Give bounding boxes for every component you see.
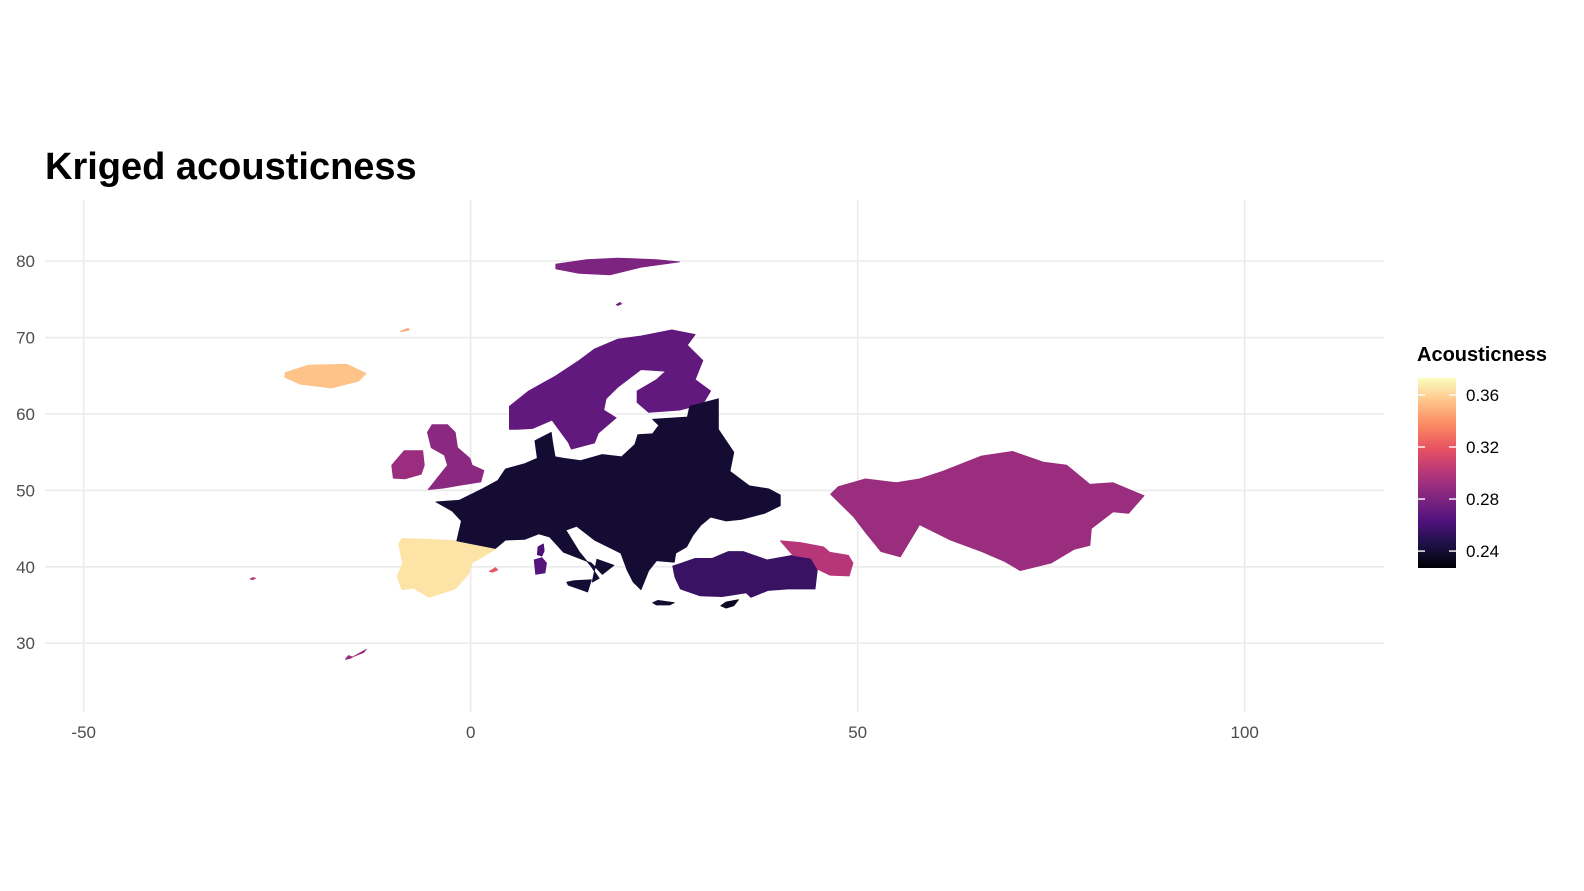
region-scandinavia bbox=[508, 329, 711, 450]
y-tick-label: 80 bbox=[16, 252, 35, 271]
legend: Acousticness 0.24 0.28 0.32 0.36 bbox=[1417, 344, 1547, 568]
y-tick-label: 60 bbox=[16, 405, 35, 424]
y-tick-label: 30 bbox=[16, 634, 35, 653]
region-central-asia bbox=[830, 450, 1145, 571]
region-corsica bbox=[536, 543, 545, 557]
legend-tick-label: 0.24 bbox=[1466, 542, 1499, 561]
chart-title: Kriged acousticness bbox=[45, 146, 417, 188]
legend-tick-label: 0.28 bbox=[1466, 490, 1499, 509]
region-iberia bbox=[396, 538, 496, 598]
region-azores bbox=[249, 577, 256, 581]
legend-colorbar bbox=[1418, 378, 1456, 568]
x-tick-label: -50 bbox=[71, 723, 96, 742]
legend-title: Acousticness bbox=[1417, 344, 1547, 366]
y-tick-label: 50 bbox=[16, 481, 35, 500]
x-tick-label: 0 bbox=[466, 723, 475, 742]
map-layer bbox=[249, 257, 1145, 660]
legend-tick-label: 0.32 bbox=[1466, 438, 1499, 457]
region-jan-mayen bbox=[399, 327, 410, 332]
region-crete bbox=[652, 600, 675, 606]
region-caucasus bbox=[779, 540, 854, 577]
axis-ticks: -50 0 50 100 30 40 50 60 70 80 bbox=[16, 252, 1259, 742]
x-tick-label: 100 bbox=[1230, 723, 1258, 742]
region-balearic bbox=[488, 567, 499, 573]
region-svalbard bbox=[555, 257, 681, 276]
region-sicily bbox=[566, 579, 592, 593]
region-ireland bbox=[391, 450, 425, 480]
region-canary bbox=[344, 648, 367, 660]
legend-tick-label: 0.36 bbox=[1466, 386, 1499, 405]
region-great-britain bbox=[426, 424, 485, 491]
y-tick-label: 70 bbox=[16, 329, 35, 348]
region-bear-island bbox=[615, 301, 622, 306]
region-cyprus bbox=[720, 599, 739, 609]
region-iceland bbox=[284, 363, 367, 389]
x-tick-label: 50 bbox=[848, 723, 867, 742]
legend-ticks: 0.24 0.28 0.32 0.36 bbox=[1418, 386, 1499, 561]
y-tick-label: 40 bbox=[16, 558, 35, 577]
region-sardinia bbox=[533, 557, 547, 575]
region-continental-europe bbox=[435, 398, 781, 591]
region-turkey bbox=[672, 551, 818, 598]
